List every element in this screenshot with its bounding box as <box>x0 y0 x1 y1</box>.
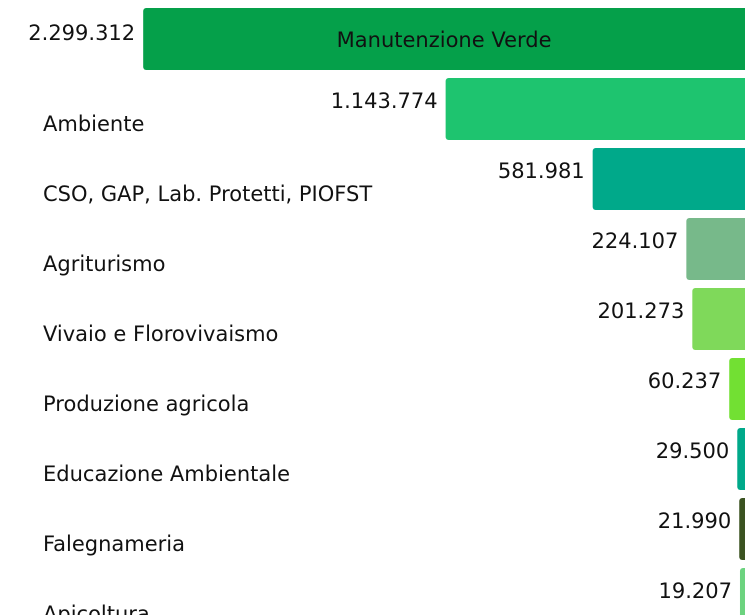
value-label: 201.273 <box>597 299 684 323</box>
value-label: 60.237 <box>648 369 721 393</box>
value-label: 1.143.774 <box>331 89 438 113</box>
value-label: 581.981 <box>498 159 585 183</box>
category-label: Falegnameria <box>43 532 185 556</box>
category-label: Agriturismo <box>43 252 165 276</box>
category-label: Vivaio e Florovivaismo <box>43 322 278 346</box>
bar <box>592 148 745 210</box>
category-label: Educazione Ambientale <box>43 462 290 486</box>
value-label: 2.299.312 <box>28 21 135 45</box>
bar <box>692 288 745 350</box>
bar <box>143 8 745 70</box>
value-label: 224.107 <box>591 229 678 253</box>
bar <box>686 218 745 280</box>
value-label: 29.500 <box>656 439 729 463</box>
bar <box>739 498 745 560</box>
category-label: Apicoltura <box>43 602 150 615</box>
value-label: 21.990 <box>658 509 731 533</box>
category-label: Produzione agricola <box>43 392 249 416</box>
bar <box>729 358 745 420</box>
category-label: Manutenzione Verde <box>337 28 552 52</box>
category-label: CSO, GAP, Lab. Protetti, PIOFST <box>43 182 372 206</box>
value-label: 19.207 <box>658 579 731 603</box>
bar <box>737 428 745 490</box>
category-label: Ambiente <box>43 112 144 136</box>
bar <box>739 568 745 615</box>
bar <box>445 78 745 140</box>
